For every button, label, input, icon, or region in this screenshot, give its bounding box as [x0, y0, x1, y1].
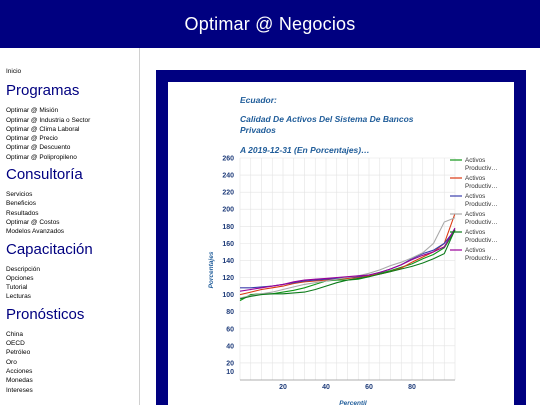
sidebar-link[interactable]: Optimar @ Polipropileno: [6, 153, 77, 161]
sidebar-link[interactable]: Optimar @ Precio: [6, 135, 58, 143]
legend-label: Productiv…: [465, 219, 498, 226]
series-line-2: [239, 213, 456, 296]
legend-label: Productiv…: [465, 165, 498, 172]
sidebar-link[interactable]: Descripción: [6, 265, 40, 273]
y-tick-label: 60: [226, 326, 234, 333]
sidebar-link[interactable]: Opciones: [6, 274, 34, 282]
legend-label: Activos: [465, 193, 485, 200]
x-tick-label: 20: [279, 384, 287, 391]
legend-label: Activos: [465, 157, 485, 164]
sidebar-link[interactable]: Acciones: [6, 367, 33, 375]
line-chart: 260 240 220 200 180 160 140 120 100 80 60 40 20 10 20 4…: [208, 156, 498, 408]
chart-legend: ActivosProductiv…ActivosProductiv…Activo…: [450, 157, 498, 262]
sidebar-link[interactable]: China: [6, 330, 23, 338]
sidebar-link[interactable]: Intereses: [6, 386, 33, 394]
x-axis-label: Percentil: [339, 400, 367, 407]
y-tick-label: 160: [222, 241, 234, 248]
y-tick-label: 120: [222, 275, 234, 282]
sidebar-link-home[interactable]: Inicio: [6, 68, 22, 75]
x-tick-label: 40: [322, 384, 330, 391]
series-line-4: [239, 217, 456, 299]
chart-title-country: Ecuador:: [240, 95, 277, 105]
sidebar-heading-capacitacion[interactable]: Capacitación: [6, 240, 93, 258]
series-line-6: [239, 227, 456, 292]
site-header: Optimar @ Negocios: [0, 0, 540, 48]
sidebar-link[interactable]: Optimar @ Costos: [6, 218, 60, 226]
sidebar-heading-pronosticos[interactable]: Pronósticos: [6, 305, 85, 323]
sidebar-link[interactable]: Tutorial: [6, 284, 28, 292]
sidebar-nav: Inicio Programas Optimar @ Misión Optima…: [0, 48, 140, 405]
legend-label: Activos: [465, 175, 485, 182]
x-tick-label: 60: [365, 384, 373, 391]
series-line-5: [239, 229, 456, 300]
sidebar-link[interactable]: OECD: [6, 340, 25, 348]
sidebar-link[interactable]: Servicios: [6, 191, 33, 199]
y-tick-label: 80: [226, 309, 234, 316]
y-tick-label: 140: [222, 258, 234, 265]
sidebar-link[interactable]: Beneficios: [6, 200, 36, 208]
sidebar-link[interactable]: Resultados: [6, 209, 39, 217]
sidebar-link[interactable]: Optimar @ Descuento: [6, 144, 71, 152]
legend-label: Productiv…: [465, 201, 498, 208]
sidebar-link[interactable]: Petróleo: [6, 349, 31, 357]
legend-label: Productiv…: [465, 183, 498, 190]
sidebar-heading-programas[interactable]: Programas: [6, 82, 80, 100]
grid-lines: [239, 157, 456, 381]
y-tick-label: 260: [222, 156, 234, 163]
sidebar-link[interactable]: Optimar @ Misión: [6, 107, 59, 115]
main-content-frame: Ecuador: Calidad De Activos Del Sistema …: [156, 70, 526, 412]
y-tick-label: 100: [222, 292, 234, 299]
legend-label: Productiv…: [465, 255, 498, 262]
chart-title-subject: Calidad De Activos Del Sistema De Bancos…: [240, 114, 414, 135]
legend-label: Productiv…: [465, 237, 498, 244]
sidebar-link[interactable]: Optimar @ Industria o Sector: [6, 116, 91, 124]
sidebar-link[interactable]: Monedas: [6, 377, 33, 385]
sidebar-link[interactable]: Lecturas: [6, 293, 31, 301]
sidebar-link[interactable]: Oro: [6, 358, 17, 366]
sidebar-heading-consultoria[interactable]: Consultoría: [6, 166, 83, 184]
chart-title-date: A 2019-12-31 (En Porcentajes)…: [240, 145, 370, 155]
legend-label: Activos: [465, 229, 485, 236]
chart-card: Ecuador: Calidad De Activos Del Sistema …: [168, 82, 514, 412]
y-tick-label: 220: [222, 190, 234, 197]
chart-axes: 260 240 220 200 180 160 140 120 100 80 60 40 20 10 20 4…: [222, 156, 455, 391]
legend-label: Activos: [465, 211, 485, 218]
site-title[interactable]: Optimar @ Negocios: [184, 13, 356, 34]
legend-label: Activos: [465, 247, 485, 254]
x-tick-label: 80: [408, 384, 416, 391]
y-tick-label: 180: [222, 224, 234, 231]
sidebar-link[interactable]: Modelos Avanzados: [6, 228, 65, 236]
series-lines: [239, 213, 456, 302]
y-tick-label: 20: [226, 360, 234, 367]
y-tick-label: 240: [222, 173, 234, 180]
y-tick-label: 200: [222, 207, 234, 214]
y-axis-label: Porcentajes: [208, 251, 215, 288]
y-tick-label: 40: [226, 343, 234, 350]
y-tick-label: 10: [226, 369, 234, 376]
sidebar-link[interactable]: Optimar @ Clima Laboral: [6, 125, 80, 133]
